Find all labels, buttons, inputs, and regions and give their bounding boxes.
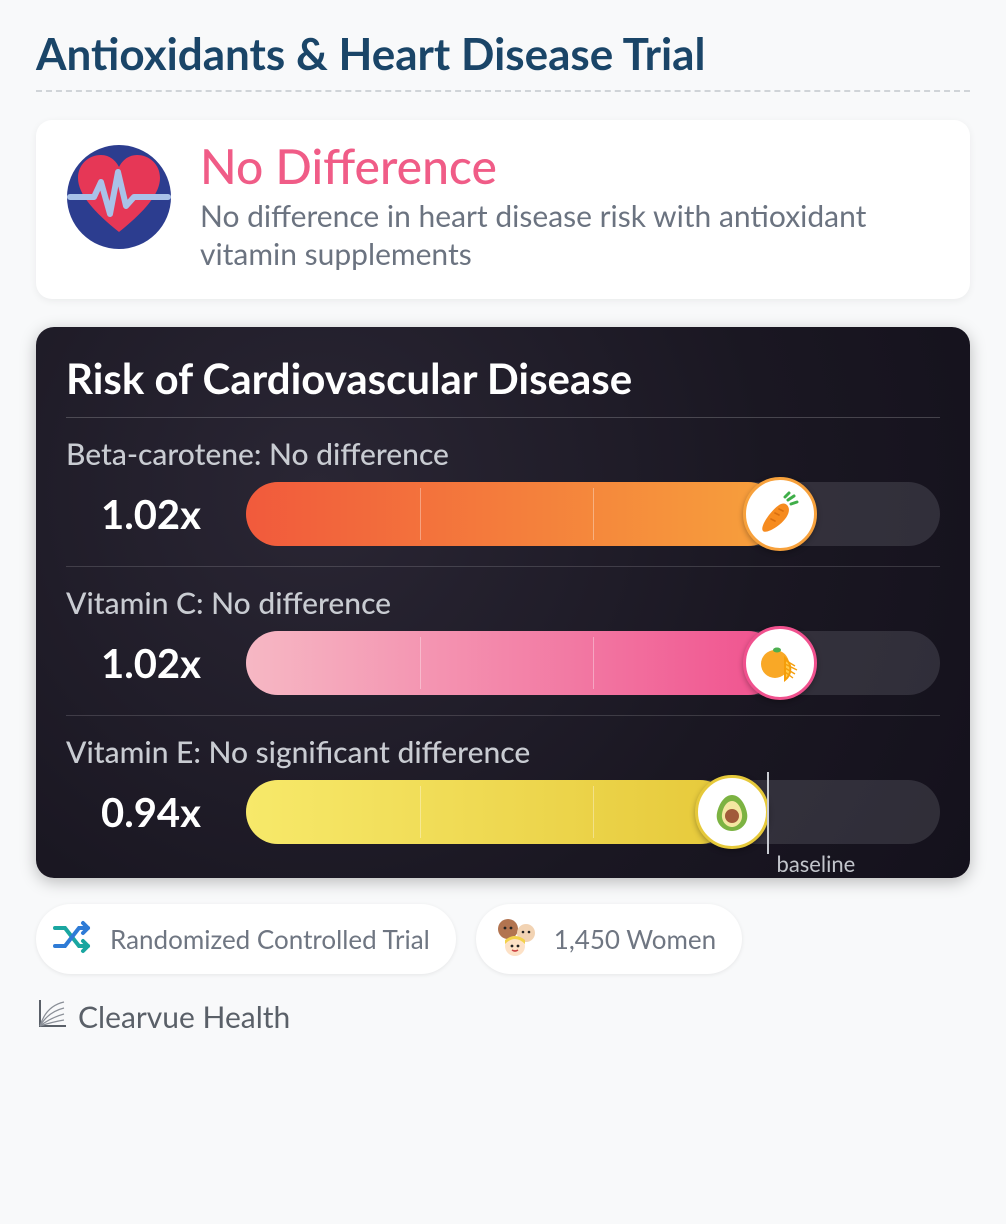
baseline-label: baseline (777, 850, 856, 877)
population-pill: 1,450 Women (476, 904, 742, 974)
chart-row: Beta-carotene: No difference 1.02x (66, 418, 940, 567)
orange-icon (743, 626, 817, 700)
bar-wrap (246, 482, 940, 546)
bar-fill (246, 482, 780, 546)
bar-fill (246, 780, 732, 844)
population-label: 1,450 Women (554, 923, 716, 955)
bar-tick (420, 786, 421, 838)
bar-tick (593, 637, 594, 689)
bar-tick (593, 488, 594, 540)
row-label: Vitamin E: No significant difference (66, 734, 940, 770)
bar-wrap (246, 631, 940, 695)
people-icon (492, 916, 540, 962)
summary-headline: No Difference (200, 142, 942, 192)
summary-card: No Difference No difference in heart dis… (36, 120, 970, 299)
carrot-icon (743, 477, 817, 551)
chart-row: Vitamin E: No significant difference 0.94… (66, 716, 940, 848)
shuffle-icon (52, 919, 96, 959)
bar-tick (593, 786, 594, 838)
brand: Clearvue Health (36, 996, 970, 1037)
bar-fill (246, 631, 780, 695)
row-label: Vitamin C: No difference (66, 585, 940, 621)
brand-logo-icon (36, 996, 70, 1037)
meta-row: Randomized Controlled Trial 1,450 Women (36, 904, 970, 974)
bar-tick (420, 488, 421, 540)
avocado-icon (695, 775, 769, 849)
baseline-mark (767, 772, 769, 854)
summary-subtext: No difference in heart disease risk with… (200, 198, 942, 273)
row-value: 1.02x (66, 639, 236, 687)
chart-row: Vitamin C: No difference 1.02x (66, 567, 940, 716)
brand-name: Clearvue Health (78, 999, 290, 1035)
row-value: 1.02x (66, 490, 236, 538)
bar-wrap: baseline (246, 780, 940, 844)
row-label: Beta-carotene: No difference (66, 436, 940, 472)
row-value: 0.94x (66, 788, 236, 836)
trial-type-label: Randomized Controlled Trial (110, 923, 430, 955)
trial-type-pill: Randomized Controlled Trial (36, 904, 456, 974)
heart-ecg-icon (64, 142, 174, 252)
chart-card: Risk of Cardiovascular Disease Beta-caro… (36, 327, 970, 878)
page-title: Antioxidants & Heart Disease Trial (36, 28, 970, 92)
bar-tick (420, 637, 421, 689)
chart-title: Risk of Cardiovascular Disease (66, 353, 940, 418)
